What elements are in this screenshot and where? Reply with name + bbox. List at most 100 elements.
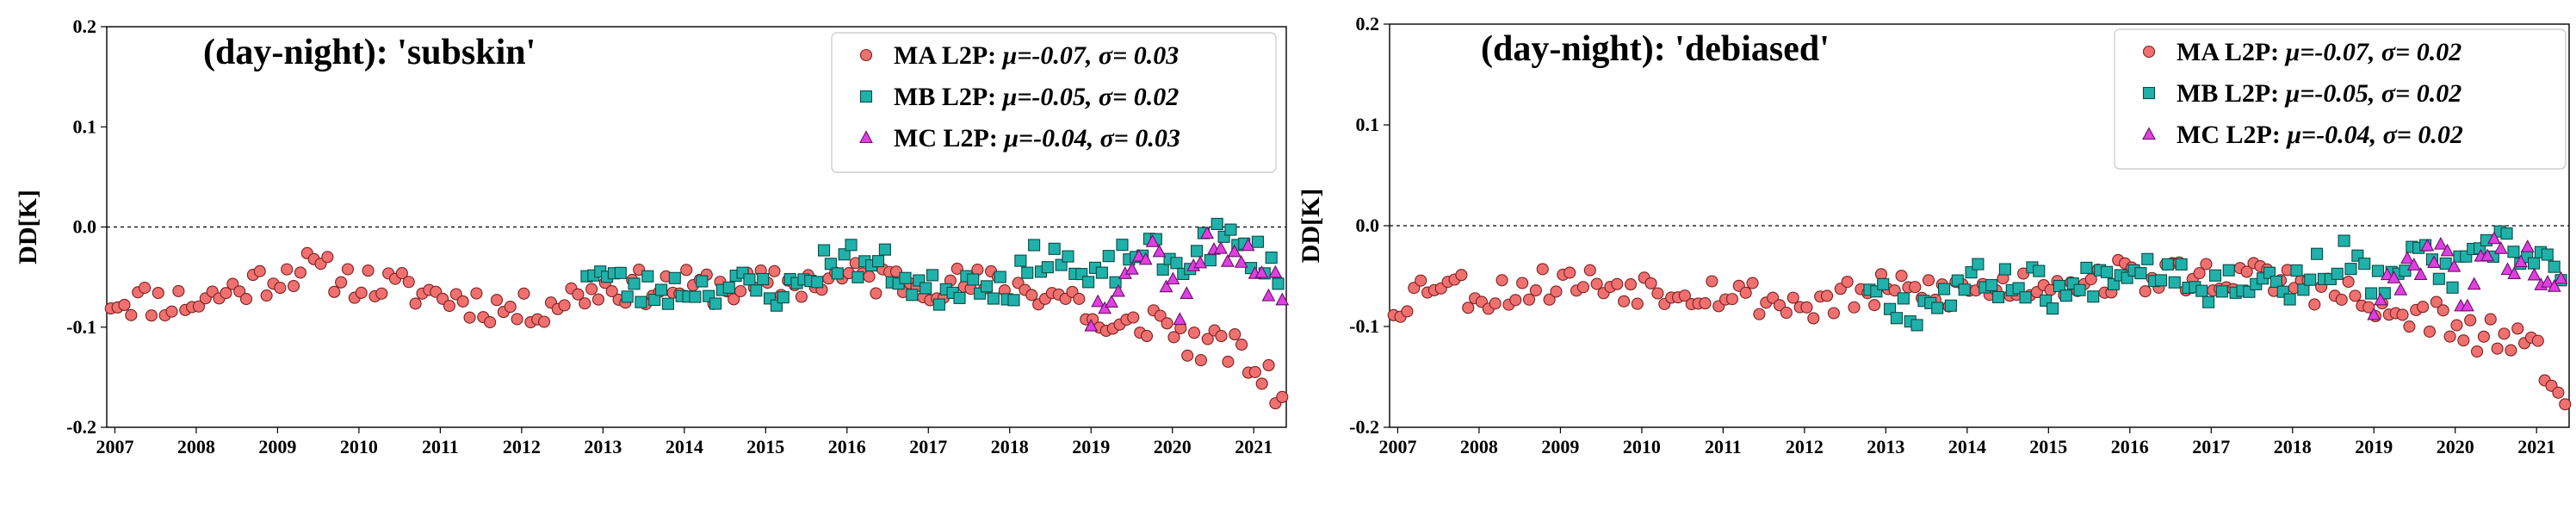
data-point xyxy=(1991,290,2005,303)
data-point xyxy=(1495,274,1508,287)
data-point xyxy=(172,284,185,297)
data-point xyxy=(1576,281,1589,294)
data-point xyxy=(165,305,178,318)
data-point xyxy=(1152,244,1167,258)
data-point xyxy=(335,276,348,289)
data-point xyxy=(463,311,476,324)
data-point xyxy=(1725,293,1738,306)
data-point xyxy=(1229,328,1242,341)
y-tick-label: -0.1 xyxy=(66,316,96,338)
data-point xyxy=(811,276,824,289)
data-point xyxy=(1884,302,1897,315)
data-point xyxy=(863,270,876,283)
data-point xyxy=(2491,342,2504,355)
data-point xyxy=(734,284,747,298)
data-point xyxy=(558,299,571,312)
x-tick-label: 2019 xyxy=(2355,436,2393,457)
legend-marker xyxy=(2142,86,2156,100)
x-tick-label: 2011 xyxy=(422,436,459,457)
data-point xyxy=(2450,319,2463,332)
legend xyxy=(2114,28,2567,170)
data-point xyxy=(1644,277,1657,289)
data-point xyxy=(2331,267,2344,280)
data-point xyxy=(1509,294,1522,307)
data-point xyxy=(1265,252,1278,264)
data-point xyxy=(1112,283,1125,297)
data-point xyxy=(1543,293,1556,306)
data-point xyxy=(1536,263,1549,276)
x-tick-label: 2020 xyxy=(2437,436,2474,457)
data-point xyxy=(2500,262,2515,276)
data-point xyxy=(1564,266,1576,279)
data-point xyxy=(831,267,844,280)
data-point xyxy=(2100,265,2114,278)
data-point xyxy=(920,282,932,295)
y-tick-label: 0.2 xyxy=(73,16,97,37)
x-tick-label: 2018 xyxy=(991,436,1029,457)
data-point xyxy=(2548,260,2561,273)
y-tick-label: -0.1 xyxy=(1349,315,1379,337)
data-point xyxy=(1200,226,1214,239)
data-point xyxy=(661,297,674,310)
data-point xyxy=(341,263,355,276)
data-point xyxy=(2053,279,2065,293)
legend-marker xyxy=(2142,127,2156,140)
data-point xyxy=(1522,293,1536,306)
data-point xyxy=(2019,291,2032,304)
data-point xyxy=(817,244,831,257)
x-tick-label: 2016 xyxy=(2111,436,2149,457)
legend-marker xyxy=(859,90,873,103)
y-tick-label: 0.0 xyxy=(73,216,97,238)
data-point xyxy=(1753,308,1766,320)
legend-marker xyxy=(2142,45,2156,59)
data-point xyxy=(605,285,618,298)
data-point xyxy=(951,262,963,275)
data-point xyxy=(1138,252,1153,265)
data-point xyxy=(1972,258,1985,271)
data-point xyxy=(1025,289,1038,302)
data-point xyxy=(1102,250,1115,263)
data-point xyxy=(2033,264,2046,277)
data-point xyxy=(2527,267,2542,281)
x-tick-label: 2007 xyxy=(1378,436,1416,457)
data-point xyxy=(152,286,164,300)
data-point xyxy=(1922,274,1935,287)
legend-stats: μ=-0.07, σ= 0.03 xyxy=(1001,41,1180,70)
data-point xyxy=(239,293,253,306)
data-point xyxy=(743,273,756,286)
data-point xyxy=(1105,295,1118,308)
data-point xyxy=(1116,239,1129,252)
data-point xyxy=(1951,274,1964,287)
data-point xyxy=(1211,217,1223,231)
data-point xyxy=(2498,327,2511,340)
data-point xyxy=(1048,242,1061,255)
data-point xyxy=(2520,239,2535,252)
data-point xyxy=(1827,307,1840,320)
data-point xyxy=(2269,275,2282,289)
legend-label: MC L2P: xyxy=(894,124,1004,152)
data-point xyxy=(1254,265,1269,278)
data-point xyxy=(2195,284,2208,297)
data-point xyxy=(1739,286,1752,299)
data-point xyxy=(641,270,654,283)
data-point xyxy=(1095,266,1108,279)
data-point xyxy=(1234,255,1248,268)
data-point xyxy=(878,243,891,256)
legend-stats: μ=-0.04, σ= 0.03 xyxy=(1002,124,1180,152)
data-point xyxy=(2457,334,2470,347)
data-point xyxy=(504,301,517,314)
data-point xyxy=(470,287,483,300)
data-point xyxy=(680,264,693,277)
data-point xyxy=(2399,264,2412,277)
x-tick-label: 2017 xyxy=(2192,436,2230,457)
data-point xyxy=(1091,294,1105,308)
data-point xyxy=(192,300,206,313)
data-point xyxy=(628,277,641,290)
data-point xyxy=(906,289,919,302)
data-point xyxy=(1082,276,1095,289)
data-point xyxy=(655,283,668,296)
data-point xyxy=(2358,258,2371,271)
data-point xyxy=(2308,298,2321,311)
x-tick-label: 2015 xyxy=(746,436,784,457)
